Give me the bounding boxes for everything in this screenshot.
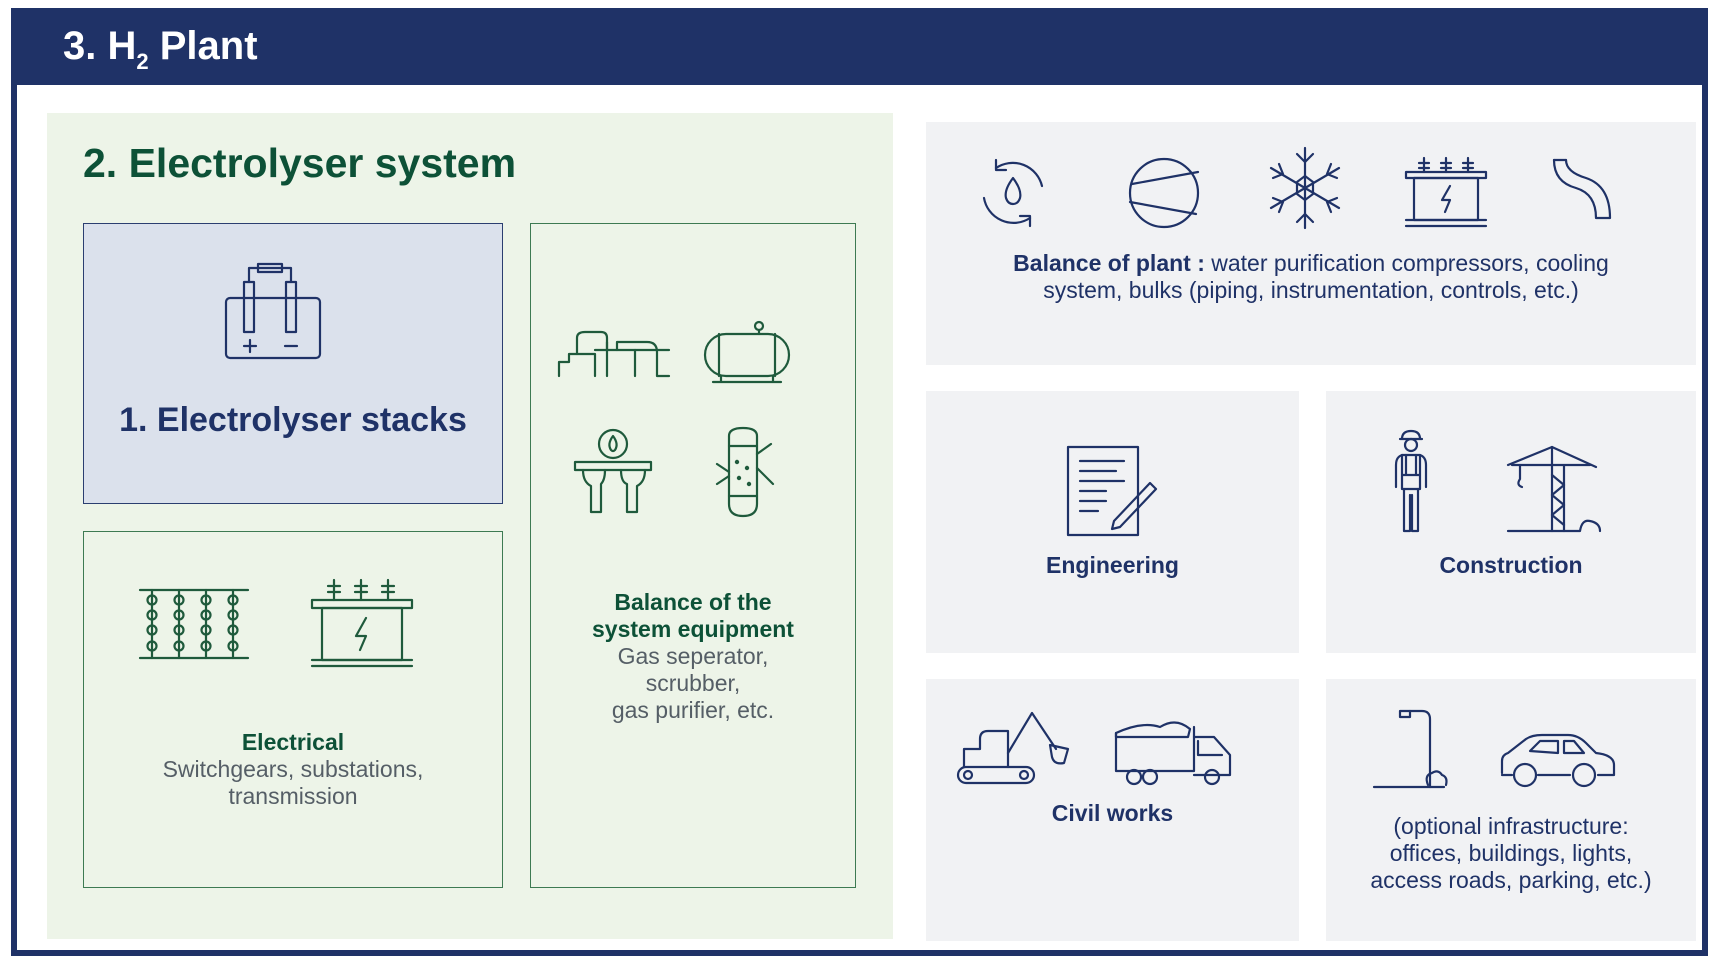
balance-system-line3: gas purifier, etc. [611,697,775,723]
electrical-box: Electrical Switchgears, substations, tra… [83,531,503,888]
transformer-icon [310,578,414,668]
balance-of-plant-title: Balance of plant : [1013,250,1205,276]
page-title: 3. H2 Plant [63,24,258,74]
optional-line3: access roads, parking, etc.) [1370,867,1652,893]
balance-system-title-1: Balance of the [614,589,772,615]
civil-works-panel: Civil works [926,679,1299,941]
balance-system-title-2: system equipment [592,616,794,642]
pipe-icon [1552,158,1612,220]
electrical-line1: Switchgears, substations, [162,756,424,782]
scrubber-icon [715,426,775,518]
balance-of-plant-text-1: Balance of plant : water purification co… [1013,250,1609,276]
electrolyser-stacks-box: 1. Electrolyser stacks [83,223,503,504]
balance-system-line2: scrubber, [645,670,741,696]
electrolyser-stacks-label: 1. Electrolyser stacks [119,401,467,439]
water-treatment-icon [573,428,653,514]
pipeline-icon [557,330,671,378]
civil-works-label: Civil works [1051,800,1174,826]
optional-line2: offices, buildings, lights, [1389,840,1633,866]
construction-panel: Construction [1326,391,1696,653]
transformer-icon-bop [1404,156,1488,228]
balance-system-line1: Gas seperator, [617,643,769,669]
balance-of-plant-text-2: system, bulks (piping, instrumentation, … [1043,277,1579,303]
battery-electrolyser-icon [224,262,322,360]
electrical-line2: transmission [228,783,358,809]
electrolyser-system-title: 2. Electrolyser system [83,140,517,186]
engineering-label: Engineering [1046,552,1179,578]
water-recycle-icon [982,158,1044,228]
balance-of-plant-panel: Balance of plant : water purification co… [926,122,1696,365]
compressor-icon [1128,157,1200,229]
tank-icon [703,320,791,384]
excavator-icon [956,711,1070,785]
document-pen-icon [1066,445,1158,537]
engineering-panel: Engineering [926,391,1299,653]
car-icon [1500,733,1616,788]
balance-of-system-box: Balance of the system equipment Gas sepe… [530,223,856,888]
optional-infrastructure-panel: (optional infrastructure: offices, build… [1326,679,1696,941]
dump-truck-icon [1114,721,1232,786]
optional-line1: (optional infrastructure: [1393,813,1629,839]
electrolyser-system-panel: 2. Electrolyser system 1. Electrolyser s… [47,113,893,939]
h2-plant-frame: 3. H2 Plant 2. Electrolyser system 1. El… [11,8,1708,956]
snowflake-icon [1269,146,1341,230]
crane-icon [1506,445,1602,533]
switchgear-icon [138,588,250,660]
construction-label: Construction [1439,552,1583,578]
header-bar: 3. H2 Plant [17,14,1702,85]
street-light-icon [1372,709,1448,789]
worker-icon [1394,429,1428,533]
electrical-title: Electrical [241,729,345,755]
